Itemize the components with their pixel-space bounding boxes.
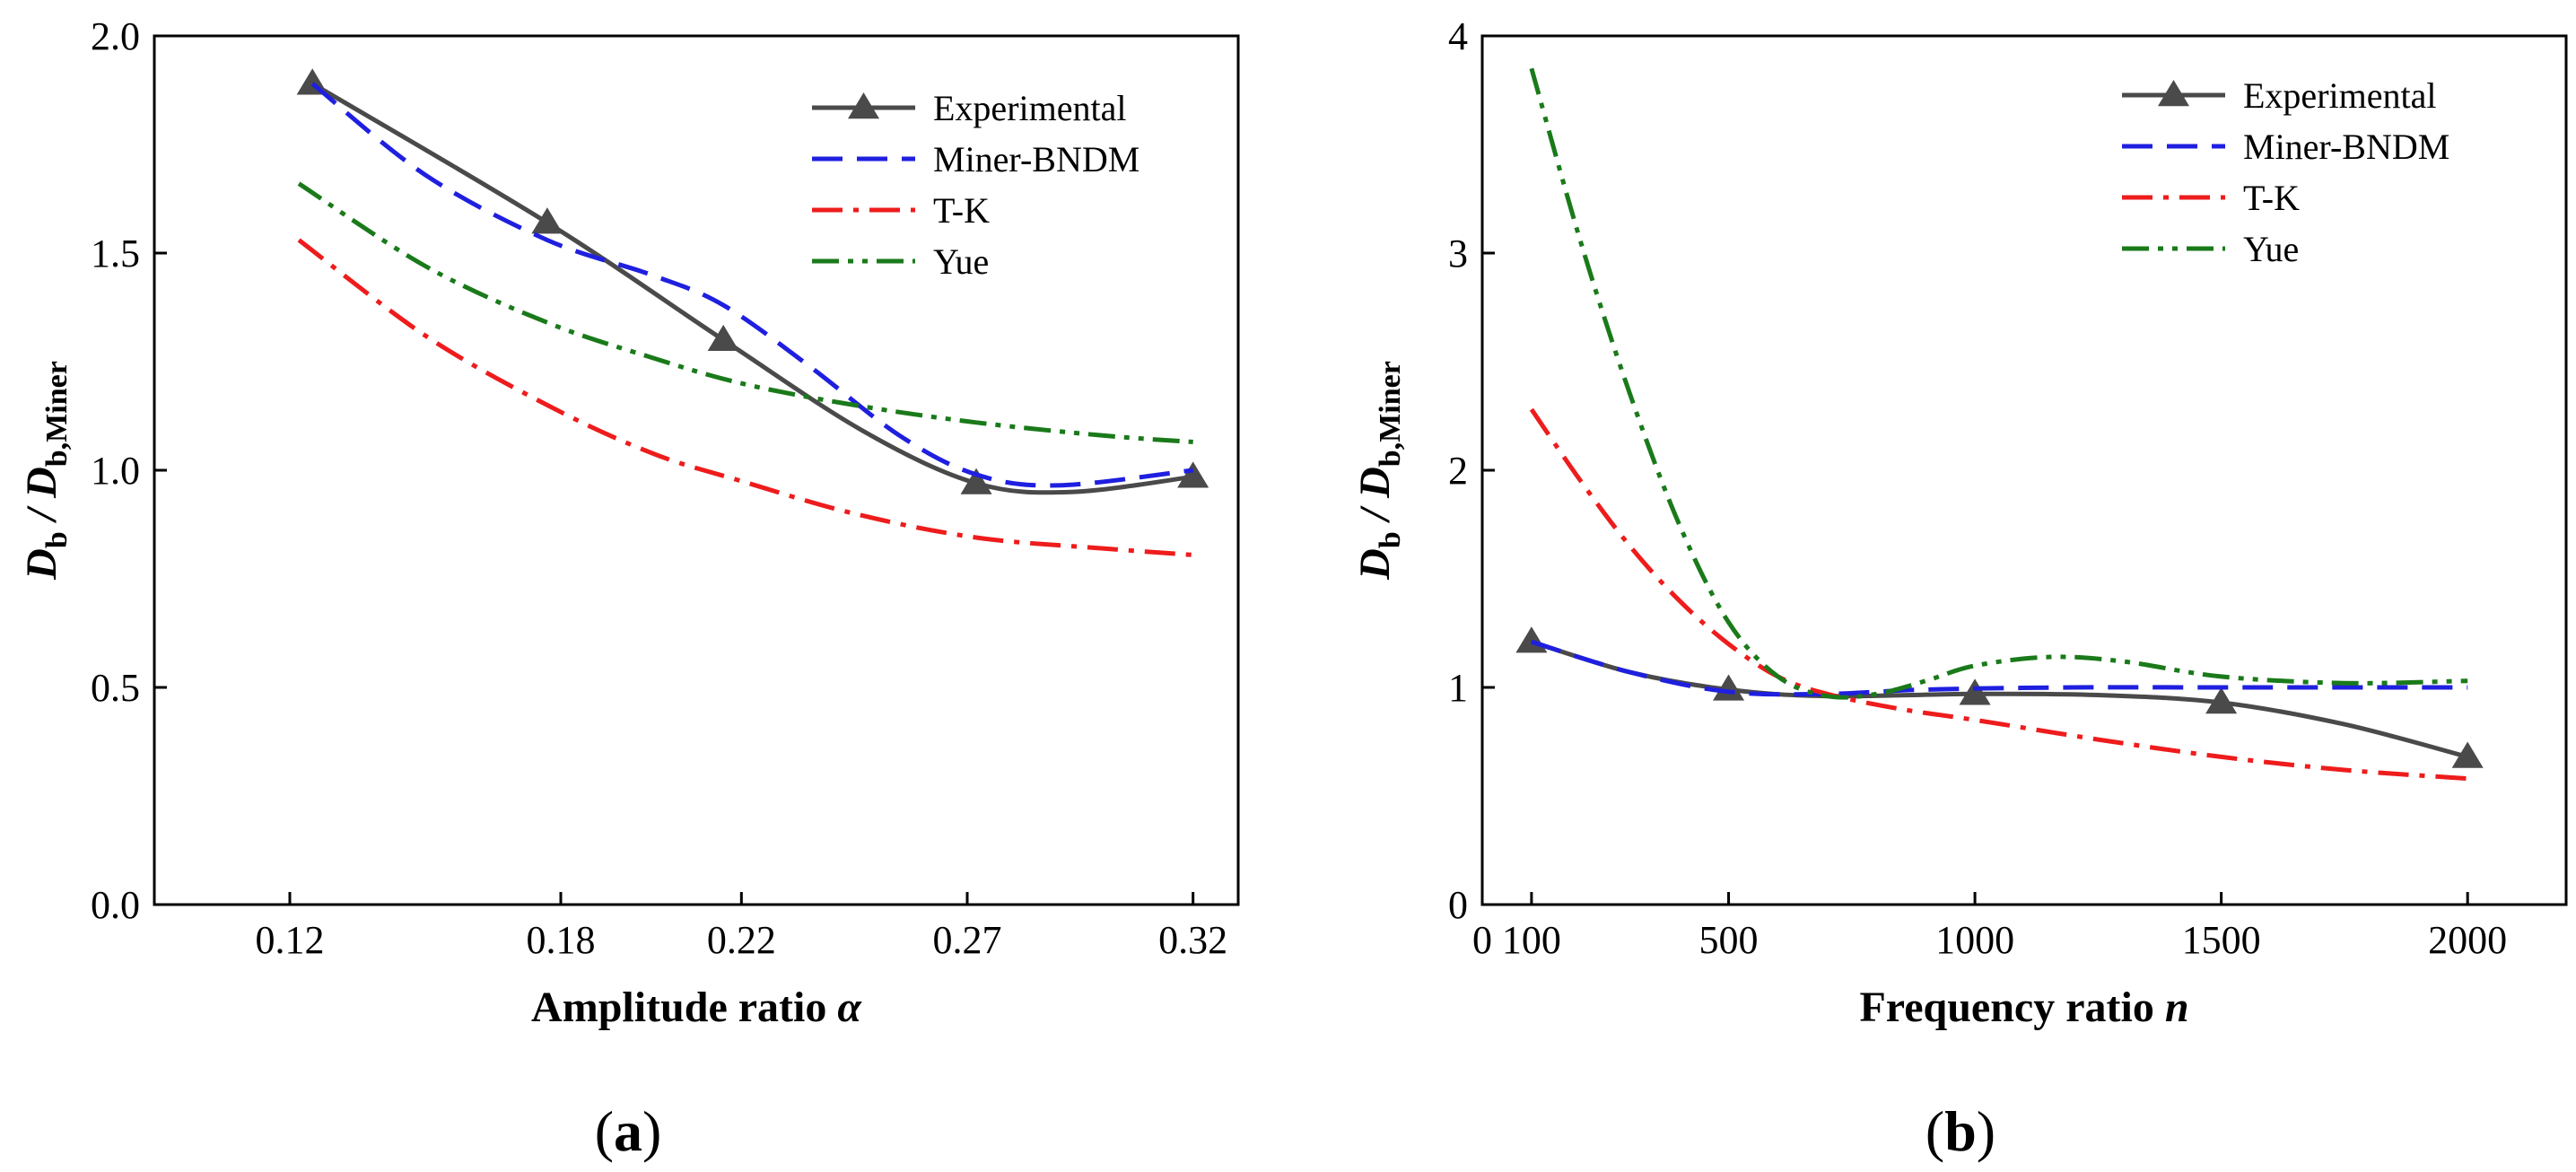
- x-tick-label: 0.12: [256, 918, 325, 962]
- panel-label-close: ): [1977, 1099, 1995, 1163]
- panel-label-close: ): [642, 1099, 661, 1163]
- series-line-t-k: [297, 238, 1193, 557]
- data-point-marker: [1515, 626, 1548, 653]
- legend-marker: [2157, 80, 2190, 107]
- panel-label: (b): [1925, 1099, 1995, 1163]
- panel-label-letter: a: [614, 1099, 642, 1163]
- panel-a: 0.12 0.18 0.22 0.27 0.32 0.0 0.5 1.0 1.5 2.0 Exper…: [18, 14, 1240, 1163]
- data-point-marker: [960, 468, 992, 494]
- y-axis-label-sub: b,Miner: [1374, 361, 1407, 467]
- y-axis-label-sub: b,Miner: [40, 361, 74, 467]
- series-line-yue: [297, 181, 1193, 444]
- series-line-experimental: [310, 82, 1194, 495]
- x-tick-label: 100: [1502, 918, 1561, 962]
- data-point-marker: [2205, 687, 2238, 714]
- data-point-marker: [531, 207, 563, 234]
- x-tick-label: 0.27: [933, 918, 1002, 962]
- y-tick-label: 2: [1448, 449, 1468, 493]
- data-point-marker: [707, 324, 739, 352]
- legend-entry-label: Miner-BNDM: [933, 139, 1140, 179]
- x-axis-label: Amplitude ratio α: [531, 984, 862, 1031]
- data-point-marker: [1959, 678, 1991, 705]
- legend-entry-label: Miner-BNDM: [2243, 127, 2449, 167]
- data-point-marker: [2451, 741, 2484, 768]
- y-tick-label: 2.0: [91, 14, 140, 58]
- legend-entry-label: Yue: [2243, 229, 2299, 269]
- x-tick-label: 0.18: [527, 918, 596, 962]
- y-axis-label: Db / Db,Miner: [18, 361, 74, 581]
- y-axis-label-mid: / D: [18, 467, 65, 531]
- panel-label-letter: b: [1944, 1099, 1977, 1163]
- x-tick-label: 0.32: [1158, 918, 1227, 962]
- x-axis-label: Frequency ratio n: [1859, 984, 2188, 1031]
- x-axis-label-symbol: n: [2165, 984, 2189, 1031]
- y-tick-label: 0: [1448, 883, 1468, 927]
- y-tick-label: 0.0: [91, 883, 140, 927]
- panel-label-open: (: [595, 1099, 614, 1163]
- series-line-experimental: [1531, 639, 2468, 759]
- legend-entry-label: T-K: [933, 190, 990, 231]
- y-axis-label-main: D: [1351, 548, 1399, 581]
- series-line-yue: [1529, 67, 2468, 700]
- legend-entry-label: T-K: [2243, 178, 2300, 218]
- x-axis-label-symbol: α: [837, 984, 862, 1031]
- legend-entry-label: Experimental: [933, 88, 1126, 128]
- panel-label: (a): [595, 1099, 662, 1163]
- y-axis-label-mid: / D: [1351, 467, 1399, 531]
- legend-marker: [847, 92, 880, 119]
- y-axis-label-main: D: [18, 548, 65, 581]
- x-tick-label: 500: [1699, 918, 1759, 962]
- series-line-miner-bndm: [1531, 639, 2468, 697]
- legend-entry-label: Experimental: [2243, 75, 2436, 116]
- x-axis-label-text: Frequency ratio: [1859, 984, 2164, 1031]
- y-tick-label: 1.0: [91, 449, 140, 493]
- x-tick-label: 0.22: [707, 918, 776, 962]
- y-axis-label: Db / Db,Miner: [1351, 361, 1407, 581]
- data-point-marker: [1713, 674, 1745, 701]
- x-tick-label: 2000: [2428, 918, 2507, 962]
- y-tick-label: 1: [1448, 666, 1468, 710]
- panel-label-open: (: [1925, 1099, 1944, 1163]
- y-axis-label-sub: b: [1374, 531, 1407, 548]
- x-tick-label: 0: [1472, 918, 1492, 962]
- x-tick-label: 1000: [1935, 918, 2014, 962]
- y-axis-label-sub: b: [40, 531, 74, 548]
- panel-b: 0 100 500 1000 1500 200001234ExperimentalMine…: [1351, 14, 2568, 1163]
- data-point-marker: [1177, 461, 1209, 488]
- y-tick-label: 1.5: [91, 232, 140, 276]
- series-line-miner-bndm: [310, 82, 1193, 488]
- series-line-t-k: [1529, 407, 2468, 782]
- x-axis-label-text: Amplitude ratio: [531, 984, 837, 1031]
- y-tick-label: 0.5: [91, 666, 140, 710]
- y-tick-label: 4: [1448, 14, 1468, 58]
- x-tick-label: 1500: [2182, 918, 2261, 962]
- y-tick-label: 3: [1448, 232, 1468, 276]
- legend-entry-label: Yue: [933, 241, 989, 282]
